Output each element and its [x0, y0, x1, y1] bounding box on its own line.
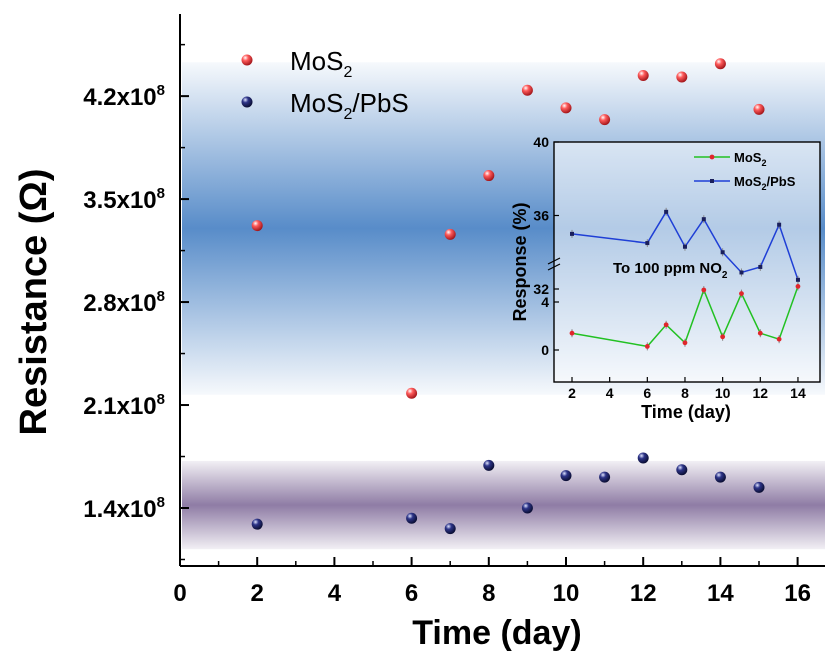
inset-axis-break-top	[547, 257, 561, 265]
point-mos2-pbs-day-8	[483, 459, 495, 471]
y-tick-label-2.1: 2.1x108	[83, 391, 165, 420]
inset-point-mos2-pbs-day-10	[720, 250, 725, 255]
point-mos2-day-13	[676, 71, 688, 83]
inset-legend-label-mos2: MoS2	[734, 150, 766, 168]
point-mos2-pbs-day-14	[714, 471, 726, 483]
point-mos2-day-12	[637, 70, 649, 82]
inset-x-tick-label-10: 10	[715, 385, 731, 401]
point-mos2-pbs-day-9	[521, 502, 533, 514]
legend-marker-mos2-pbs	[241, 96, 253, 108]
inset-y-tick-label-36: 36	[533, 208, 549, 224]
inset-point-mos2-pbs-day-9	[701, 217, 706, 222]
inset-point-mos2-day-9	[701, 287, 707, 293]
y-tick-label-2.8: 2.8x108	[83, 288, 165, 317]
x-tick-label-8: 8	[482, 580, 495, 607]
inset-point-mos2-day-2	[569, 330, 575, 336]
point-mos2-day-9	[521, 84, 533, 96]
point-mos2-day-2	[251, 220, 263, 232]
inset-legend-label-mos2-pbs: MoS2/PbS	[734, 174, 796, 192]
y-axis-title: Resistance (Ω)	[13, 168, 55, 435]
legend-label-mos2-pbs: MoS2/PbS	[290, 88, 409, 123]
inset-point-mos2-pbs-day-13	[777, 222, 782, 227]
point-mos2-day-7	[444, 228, 456, 240]
inset-point-mos2-pbs-day-2	[570, 231, 574, 236]
main-plot-points	[251, 58, 765, 535]
y-tick-label-1.4: 1.4x108	[83, 494, 165, 523]
point-mos2-day-15	[753, 103, 765, 115]
inset-point-mos2-day-7	[663, 322, 669, 328]
x-tick-label-16: 16	[784, 580, 811, 607]
inset-y-tick-label-32: 32	[533, 281, 549, 297]
point-mos2-pbs-day-10	[560, 470, 572, 482]
inset-x-tick-label-14: 14	[790, 385, 806, 401]
inset-point-mos2-day-12	[757, 330, 763, 336]
point-mos2-pbs-day-13	[676, 464, 688, 476]
x-tick-label-12: 12	[630, 580, 657, 607]
point-mos2-pbs-day-6	[406, 512, 418, 524]
inset-point-mos2-pbs-day-11	[739, 270, 744, 275]
inset-chart: 2 4 6 8 10 12 14 32 36 40 0 4 Response (%) Time (da…	[510, 134, 821, 422]
inset-x-tick-label-8: 8	[681, 385, 689, 401]
inset-point-mos2-pbs-day-14	[795, 277, 800, 282]
x-tick-label-10: 10	[553, 580, 580, 607]
point-mos2-day-14	[714, 58, 726, 70]
x-tick-label-2: 2	[251, 580, 264, 607]
y-tick-label-4.2: 4.2x108	[83, 82, 165, 111]
x-tick-label-0: 0	[173, 580, 186, 607]
inset-x-tick-label-4: 4	[606, 385, 614, 401]
point-mos2-pbs-day-2	[251, 518, 263, 530]
inset-legend: MoS2 MoS2/PbS	[694, 150, 796, 192]
inset-axes: 2 4 6 8 10 12 14 32 36 40 0 4	[533, 134, 821, 401]
inset-legend-marker-mos2-pbs	[710, 179, 714, 183]
inset-point-mos2-day-6	[644, 344, 650, 349]
point-mos2-day-6	[406, 387, 418, 399]
point-mos2-pbs-day-11	[599, 471, 611, 483]
y-tick-label-3.5: 3.5x108	[83, 185, 165, 214]
inset-y-tick-label-4: 4	[541, 294, 549, 310]
point-mos2-pbs-day-15	[753, 481, 765, 493]
point-mos2-pbs-day-12	[637, 452, 649, 464]
legend-marker-mos2	[241, 54, 253, 66]
point-mos2-pbs-day-7	[444, 523, 456, 535]
inset-point-mos2-pbs-day-8	[682, 244, 687, 249]
inset-line-mos2	[571, 286, 799, 348]
legend-label-mos2: MoS2	[290, 46, 352, 81]
inset-point-mos2-day-11	[739, 291, 744, 296]
point-mos2-day-10	[560, 102, 572, 114]
x-tick-label-6: 6	[405, 580, 418, 607]
inset-point-mos2-day-8	[682, 340, 688, 346]
inset-y-tick-label-40: 40	[533, 134, 549, 150]
inset-point-mos2-pbs-day-6	[645, 241, 650, 246]
x-axis-title: Time (day)	[412, 614, 581, 652]
inset-annotation: To 100 ppm NO2	[613, 260, 728, 281]
x-tick-label-14: 14	[707, 580, 734, 607]
inset-frame	[553, 141, 821, 383]
inset-y-axis-title: Response (%)	[510, 202, 530, 321]
point-mos2-day-11	[599, 114, 611, 126]
inset-point-mos2-pbs-day-12	[758, 264, 763, 269]
main-axes: 0 2 4 6 8 10 12 14 16 1.4x108 2.1x108 2.8x108 3.5x10…	[83, 14, 825, 607]
point-mos2-day-8	[483, 170, 495, 182]
inset-y-tick-label-0: 0	[541, 342, 549, 358]
inset-point-mos2-day-14	[795, 284, 801, 289]
inset-x-axis-title: Time (day)	[641, 402, 731, 422]
inset-legend-marker-mos2	[709, 154, 715, 160]
inset-point-mos2-day-10	[720, 334, 726, 340]
inset-axis-break-bottom	[547, 263, 561, 271]
inset-point-mos2-pbs-day-7	[664, 209, 669, 214]
inset-plot-lines	[569, 207, 801, 351]
inset-x-tick-label-2: 2	[568, 385, 576, 401]
inset-x-tick-label-12: 12	[753, 385, 769, 401]
main-legend: MoS2 MoS2/PbS	[241, 46, 409, 123]
band-mos2-pbs-range	[182, 460, 825, 550]
inset-point-mos2-day-13	[776, 336, 782, 342]
x-tick-label-4: 4	[328, 580, 342, 607]
inset-line-mos2-pbs	[571, 210, 799, 281]
inset-x-tick-label-6: 6	[643, 385, 651, 401]
